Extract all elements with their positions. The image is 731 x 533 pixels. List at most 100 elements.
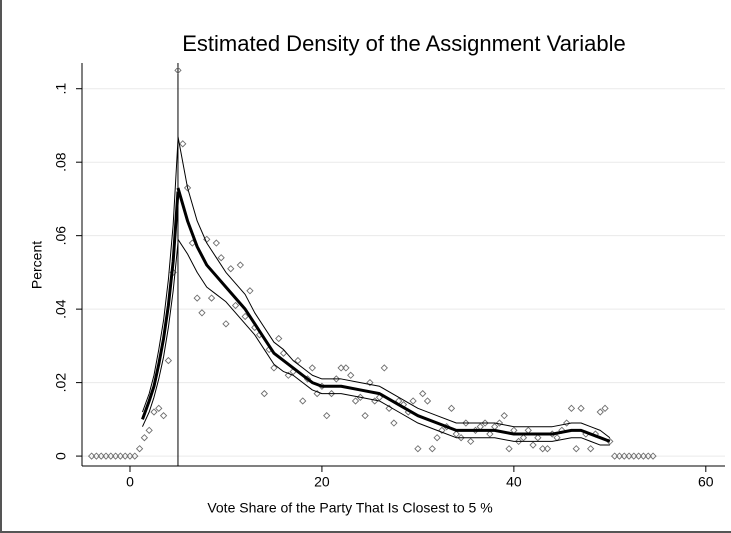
density-point	[601, 404, 609, 412]
density-point	[351, 397, 360, 405]
density-point	[207, 294, 216, 302]
density-point	[428, 445, 436, 453]
density-point	[131, 452, 139, 460]
density-point	[116, 452, 125, 460]
x-tick-label: 20	[314, 474, 330, 490]
density-point	[615, 452, 624, 460]
density-point	[587, 445, 595, 453]
density-point	[332, 375, 340, 383]
density-point	[447, 404, 456, 412]
ci-upper	[177, 136, 611, 439]
density-point	[92, 452, 101, 460]
density-point	[500, 412, 508, 420]
density-point	[179, 140, 187, 148]
density-point	[183, 184, 192, 192]
density-point	[529, 441, 537, 449]
y-tick-label: .1	[53, 83, 69, 95]
density-point	[111, 452, 120, 460]
density-point	[107, 452, 115, 460]
x-axis-label: Vote Share of the Party That Is Closest …	[207, 500, 492, 516]
plot-area	[87, 63, 657, 466]
density-point	[126, 452, 134, 460]
density-point	[102, 452, 110, 460]
density-point	[462, 419, 470, 427]
density-point	[327, 389, 336, 398]
density-point	[361, 412, 369, 420]
density-point	[260, 389, 268, 398]
density-point	[423, 397, 432, 405]
density-point	[337, 364, 345, 372]
density-point	[486, 430, 494, 438]
density-point	[174, 66, 182, 74]
ci-lower	[177, 239, 610, 446]
density-point	[649, 452, 657, 460]
density-point	[155, 404, 163, 412]
density-point	[323, 412, 331, 420]
density-point	[577, 404, 585, 412]
density-point	[275, 334, 283, 343]
density-point	[563, 419, 571, 427]
density-point	[457, 434, 465, 442]
density-point	[467, 437, 475, 446]
density-point	[515, 437, 523, 446]
density-point	[246, 287, 254, 295]
density-point	[121, 452, 129, 460]
density-point	[150, 408, 158, 416]
density-point	[543, 445, 552, 453]
ci-lower	[142, 242, 179, 427]
density-point	[217, 254, 225, 262]
density-point	[222, 320, 230, 328]
density-point	[433, 434, 441, 442]
x-tick-label: 40	[506, 474, 522, 490]
grid	[82, 88, 725, 457]
density-point	[366, 378, 374, 387]
density-point	[135, 445, 144, 453]
density-point	[419, 389, 427, 398]
chart-title: Estimated Density of the Assignment Vari…	[182, 31, 625, 56]
axes: 0 .02 .04 .06 .08 .1 0 20 40 60	[53, 63, 725, 490]
density-point	[534, 434, 542, 442]
density-point	[193, 294, 201, 302]
x-tick-label: 60	[698, 474, 714, 490]
density-point	[625, 452, 633, 460]
density-point	[97, 452, 105, 460]
density-point	[308, 364, 316, 372]
density-point	[231, 301, 240, 310]
density-point	[452, 430, 460, 438]
y-tick-label: .04	[53, 299, 69, 319]
y-axis-label: Percent	[29, 241, 45, 289]
y-tick-label: .06	[53, 226, 69, 246]
density-point	[241, 312, 249, 321]
fit-line	[176, 187, 611, 443]
density-point	[145, 426, 153, 435]
density-point	[299, 397, 307, 405]
density-point	[87, 452, 96, 460]
density-point	[572, 445, 580, 453]
density-point	[342, 364, 350, 372]
density-point	[294, 356, 302, 365]
fit-line	[141, 191, 180, 420]
y-tick-label: 0	[53, 452, 69, 460]
density-point	[164, 356, 173, 365]
density-point	[236, 261, 244, 269]
y-tick-label: .02	[53, 373, 69, 393]
density-point	[414, 445, 422, 453]
density-point	[596, 408, 604, 416]
density-point	[639, 452, 648, 460]
density-point	[212, 239, 220, 247]
density-point	[140, 434, 149, 442]
y-tick-label: .08	[53, 152, 69, 172]
density-point	[159, 412, 168, 420]
density-point	[198, 309, 206, 317]
density-point	[347, 371, 355, 379]
density-point	[567, 404, 576, 412]
density-point	[610, 452, 619, 460]
density-point	[495, 419, 504, 427]
density-point	[481, 419, 489, 427]
density-point	[409, 397, 417, 405]
density-point	[519, 434, 528, 442]
density-point	[539, 445, 547, 453]
density-point	[634, 452, 643, 460]
